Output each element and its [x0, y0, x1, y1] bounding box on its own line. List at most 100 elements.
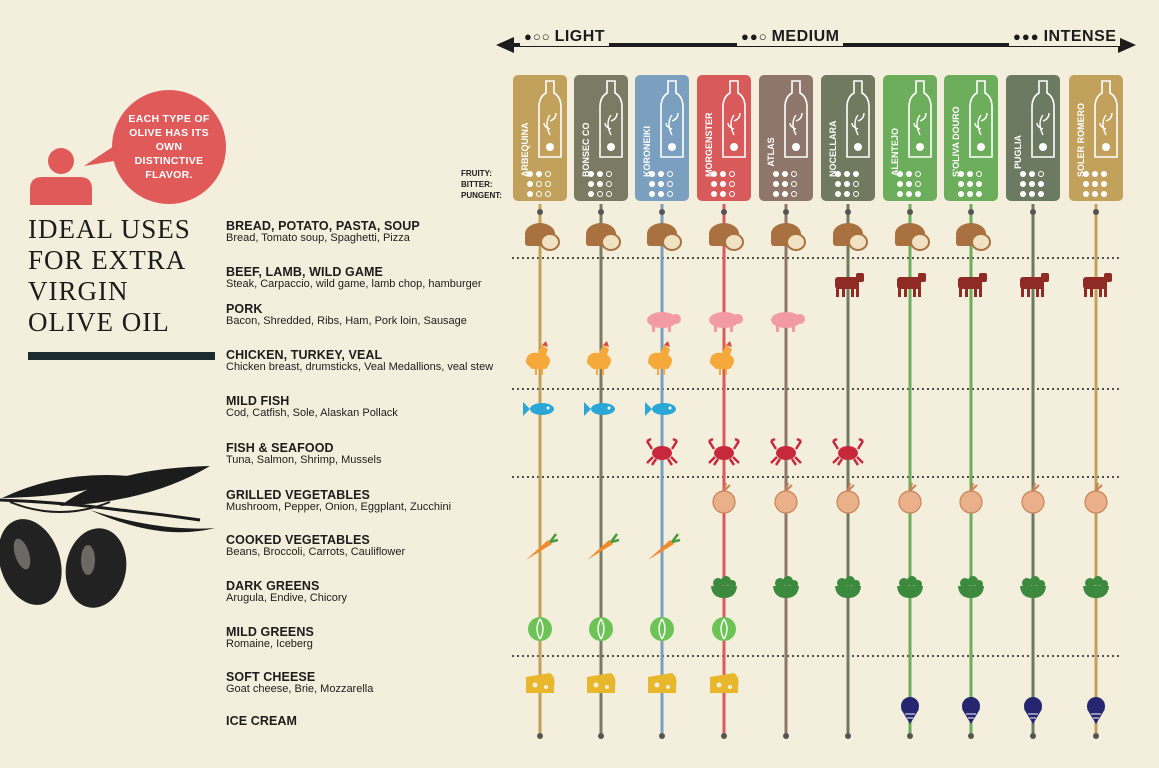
bottle-icon	[722, 80, 746, 158]
rating-dot	[966, 181, 973, 187]
rating-dot	[852, 171, 859, 177]
rating-dot	[905, 171, 912, 177]
rating-dot	[605, 181, 612, 187]
flavor-rating-dots	[1081, 168, 1111, 198]
rating-dot	[975, 171, 982, 177]
oil-card: MORGENSTER	[697, 75, 751, 201]
rating-dot	[781, 171, 788, 177]
rating-dot	[596, 171, 603, 177]
bottle-icon	[969, 80, 993, 158]
flavor-rating-dots	[586, 168, 616, 198]
food-row-description: Steak, Carpaccio, wild game, lamb chop, …	[226, 278, 482, 290]
food-row-description: Arugula, Endive, Chicory	[226, 592, 348, 604]
flavor-rating-dots	[1018, 168, 1048, 198]
greens-bowl-icon	[711, 576, 737, 598]
rating-dot	[1028, 191, 1035, 197]
rating-dot	[710, 181, 717, 187]
oil-card: BONSEC CO	[574, 75, 628, 201]
oil-card: KORONEIKI	[635, 75, 689, 201]
rating-dot	[905, 191, 912, 197]
pig-icon	[709, 312, 743, 332]
rating-dot	[1091, 181, 1098, 187]
chicken-icon	[648, 341, 672, 375]
rating-dot	[728, 171, 735, 177]
bottle-icon	[784, 80, 808, 158]
rating-dot	[957, 181, 964, 187]
rating-dot	[772, 181, 779, 187]
rating-dot	[843, 181, 850, 187]
rating-dot	[648, 171, 655, 177]
column-top-dot	[598, 209, 604, 215]
ice-cream-icon	[962, 697, 980, 724]
greens-bowl-icon	[773, 576, 799, 598]
rating-dot	[666, 171, 673, 177]
chicken-icon	[710, 341, 734, 375]
flavor-rating-dots	[895, 168, 925, 198]
rating-dot	[843, 171, 850, 177]
rating-pungent	[956, 188, 986, 198]
rating-dot	[605, 191, 612, 197]
food-row-description: Romaine, Iceberg	[226, 638, 313, 650]
rating-pungent	[647, 188, 677, 198]
rating-bitter	[895, 178, 925, 188]
rating-fruity	[771, 168, 801, 178]
rating-dot	[526, 191, 533, 197]
greens-bowl-icon	[835, 576, 861, 598]
column-bottom-dot	[659, 733, 665, 739]
cow-icon	[897, 273, 926, 297]
rating-bitter	[647, 178, 677, 188]
crab-icon	[707, 437, 741, 466]
lettuce-icon	[528, 617, 552, 641]
rating-dot	[657, 171, 664, 177]
fish-icon	[584, 402, 615, 416]
rating-dot	[1100, 191, 1107, 197]
rating-dot	[914, 171, 921, 177]
column-top-dot	[1093, 209, 1099, 215]
rating-dot	[728, 181, 735, 187]
rating-dot	[666, 191, 673, 197]
rating-dot	[596, 191, 603, 197]
attribute-labels: FRUITY: BITTER: PUNGENT:	[461, 169, 502, 200]
rating-pungent	[1081, 188, 1111, 198]
rating-dot	[535, 181, 542, 187]
rating-dot	[648, 181, 655, 187]
rating-dot	[544, 191, 551, 197]
lettuce-icon	[712, 617, 736, 641]
rating-fruity	[647, 168, 677, 178]
food-row-title: BEEF, LAMB, WILD GAME	[226, 265, 383, 279]
column-top-dot	[845, 209, 851, 215]
food-row-title: DARK GREENS	[226, 579, 320, 593]
bottle-icon	[846, 80, 870, 158]
rating-dot	[834, 181, 841, 187]
rating-dot	[596, 181, 603, 187]
food-row-description: Chicken breast, drumsticks, Veal Medalli…	[226, 361, 494, 373]
column-top-dot	[907, 209, 913, 215]
food-row-description: Mushroom, Pepper, Onion, Eggplant, Zucch…	[226, 501, 452, 513]
rating-fruity	[525, 168, 555, 178]
rating-dot	[1100, 171, 1107, 177]
rating-pungent	[833, 188, 863, 198]
bread-icon	[833, 223, 868, 251]
rating-dot	[544, 171, 551, 177]
rating-pungent	[586, 188, 616, 198]
rating-dot	[790, 171, 797, 177]
food-row-title: MILD GREENS	[226, 625, 314, 639]
rating-dot	[834, 191, 841, 197]
rating-dot	[896, 181, 903, 187]
rating-dot	[966, 191, 973, 197]
bottle-icon	[908, 80, 932, 158]
ice-cream-icon	[901, 697, 919, 724]
ice-cream-icon	[1024, 697, 1042, 724]
flavor-rating-dots	[709, 168, 739, 198]
food-row-description: Bread, Tomato soup, Spaghetti, Pizza	[226, 232, 410, 244]
bottle-icon	[1031, 80, 1055, 158]
rating-dot	[1028, 181, 1035, 187]
fish-icon	[645, 402, 676, 416]
rating-dot	[587, 191, 594, 197]
food-row-description: Cod, Catfish, Sole, Alaskan Pollack	[226, 407, 398, 419]
rating-dot	[905, 181, 912, 187]
rating-dot	[852, 191, 859, 197]
rating-fruity	[586, 168, 616, 178]
food-row-title: SOFT CHEESE	[226, 670, 316, 684]
title-underline	[28, 352, 215, 360]
